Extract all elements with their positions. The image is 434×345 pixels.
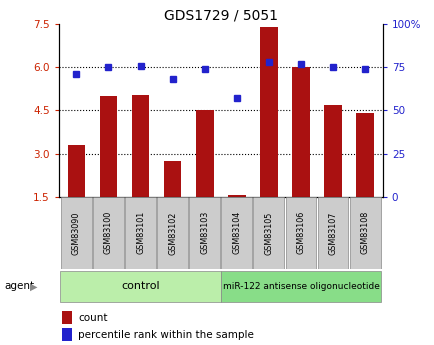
Text: GSM83100: GSM83100 [104,211,113,255]
Text: agent: agent [4,282,34,291]
Text: GSM83101: GSM83101 [136,211,145,255]
Bar [189,197,220,269]
Bar [67,145,85,197]
Bar [317,197,348,269]
Text: GSM83106: GSM83106 [296,211,305,255]
Text: GSM83104: GSM83104 [232,211,241,255]
Text: GSM83105: GSM83105 [264,211,273,255]
Text: count: count [78,313,108,323]
Bar [62,328,72,341]
Bar [323,105,341,197]
Bar [220,271,380,302]
Bar [157,197,187,269]
Bar [292,67,309,197]
Bar [227,195,245,197]
Text: GSM83108: GSM83108 [360,211,369,255]
Bar [61,197,92,269]
Text: control: control [121,282,159,291]
Title: GDS1729 / 5051: GDS1729 / 5051 [163,9,277,23]
Bar [355,113,373,197]
Bar [62,311,72,324]
Bar [285,197,316,269]
Text: GSM83102: GSM83102 [168,211,177,255]
Bar [195,110,213,197]
Bar [132,95,149,197]
Text: GSM83107: GSM83107 [328,211,337,255]
Bar [349,197,380,269]
Bar [125,197,156,269]
Text: ▶: ▶ [30,282,37,291]
Text: GSM83103: GSM83103 [200,211,209,255]
Bar [164,161,181,197]
Bar [60,271,220,302]
Bar [99,96,117,197]
Text: GSM83090: GSM83090 [72,211,81,255]
Text: miR-122 antisense oligonucleotide: miR-122 antisense oligonucleotide [222,282,378,291]
Bar [260,27,277,197]
Bar [221,197,252,269]
Text: percentile rank within the sample: percentile rank within the sample [78,330,253,340]
Bar [93,197,124,269]
Bar [253,197,284,269]
